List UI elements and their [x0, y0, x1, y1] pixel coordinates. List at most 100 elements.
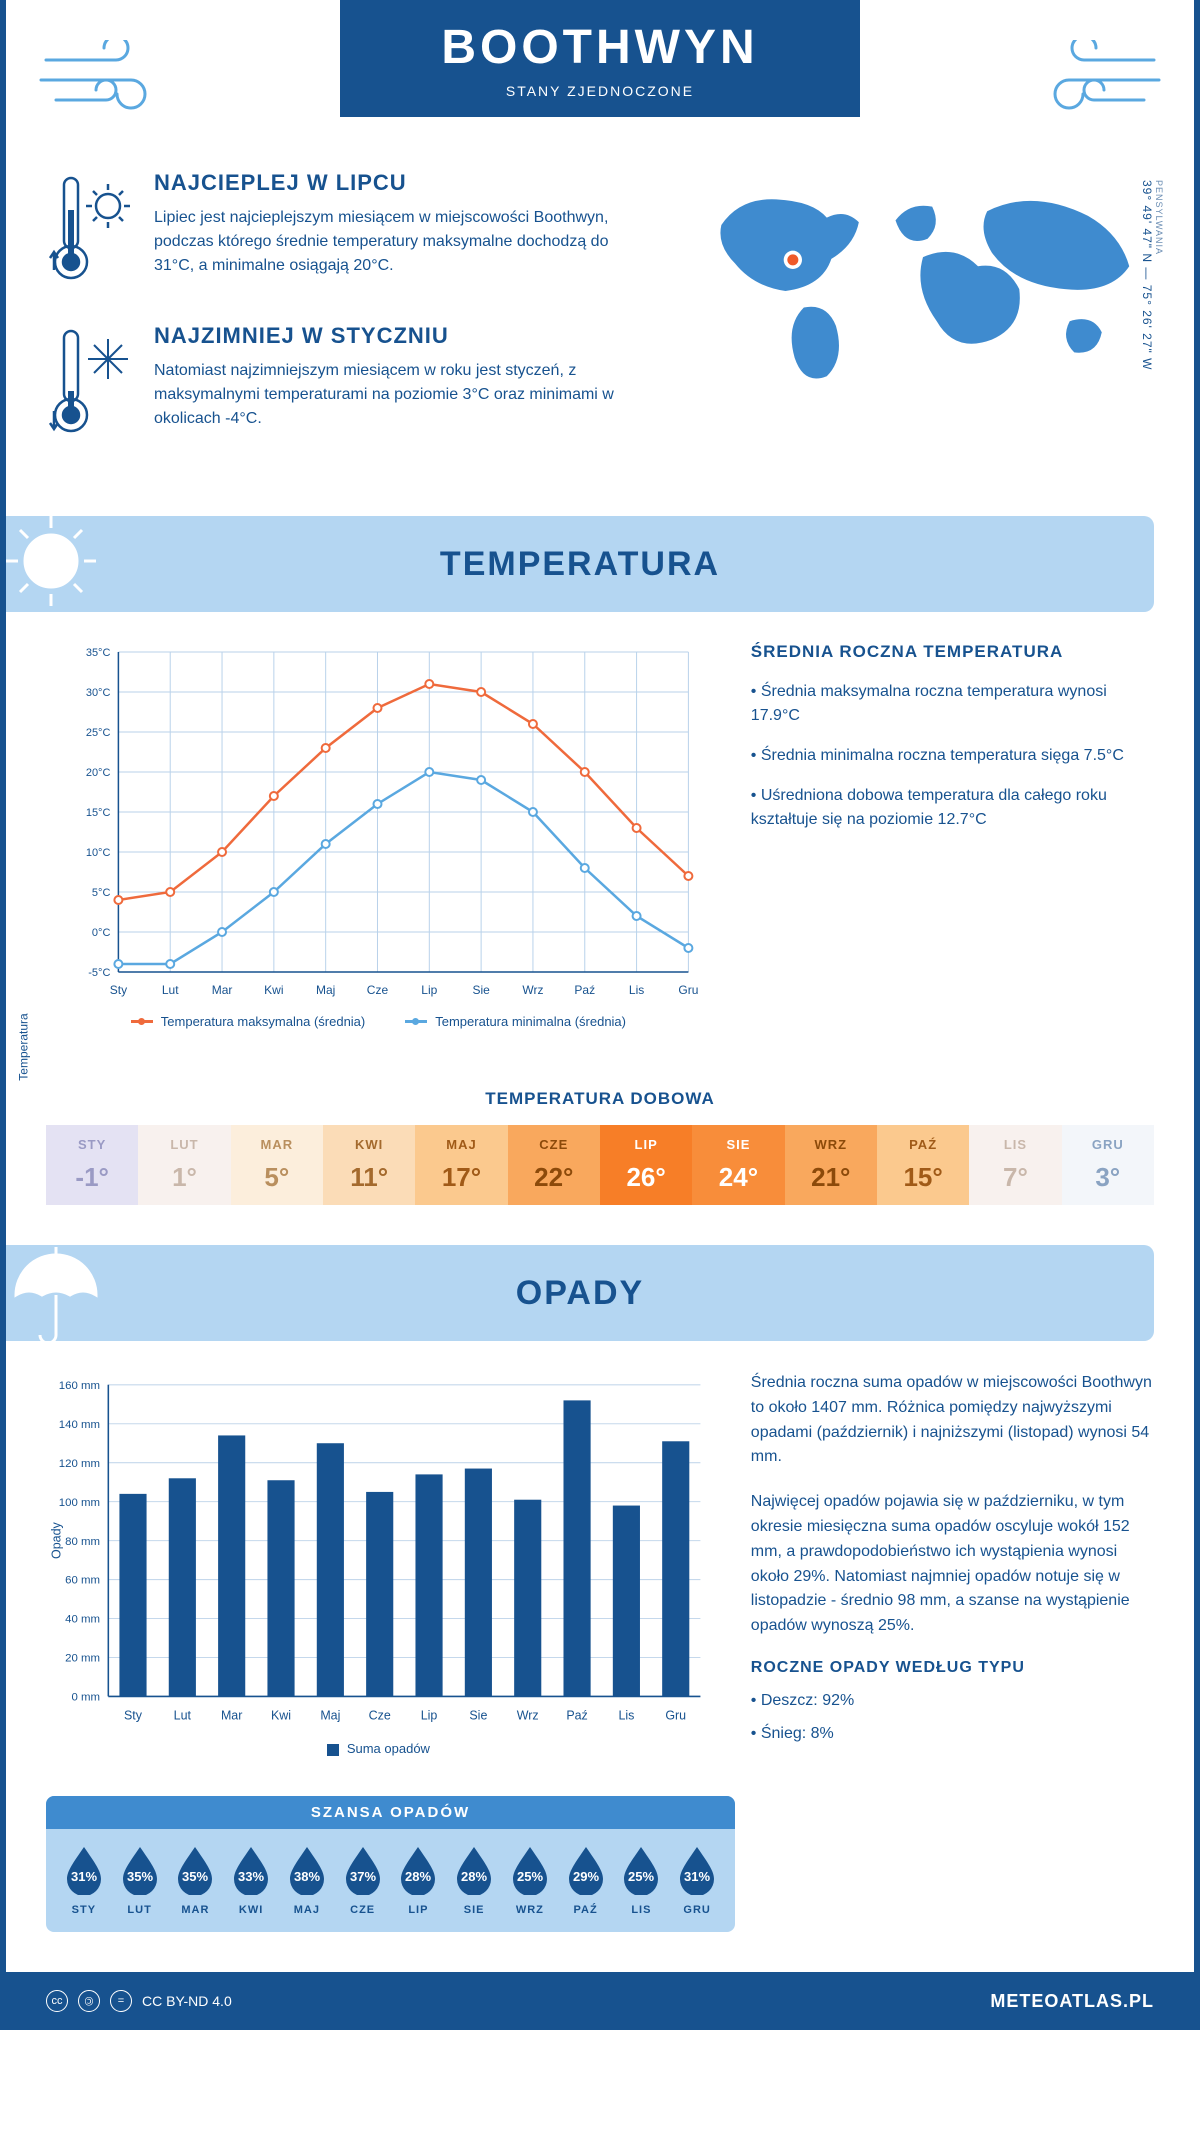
- daily-temp-cell: KWI11°: [323, 1125, 415, 1205]
- temp-chart-ylabel: Temperatura: [17, 1013, 31, 1080]
- footer: cc 🄯 = CC BY-ND 4.0 METEOATLAS.PL: [6, 1972, 1194, 2030]
- header: BOOTHWYN STANY ZJEDNOCZONE: [6, 0, 1194, 160]
- precip-chart-legend: Suma opadów: [46, 1741, 711, 1756]
- svg-text:35%: 35%: [127, 1869, 153, 1884]
- precip-para-2: Najwięcej opadów pojawia się w październ…: [751, 1490, 1154, 1639]
- svg-text:25%: 25%: [628, 1869, 654, 1884]
- temperature-line-chart: Temperatura -5°C0°C5°C10°C15°C20°C25°C30…: [46, 642, 711, 1029]
- svg-text:Gru: Gru: [665, 1708, 686, 1722]
- temperature-section-title: TEMPERATURA: [440, 545, 720, 584]
- daily-temp-cell: LUT1°: [138, 1125, 230, 1205]
- svg-text:80 mm: 80 mm: [65, 1536, 100, 1548]
- license-text: CC BY-ND 4.0: [142, 1993, 232, 2009]
- svg-text:Sty: Sty: [110, 983, 127, 997]
- temp-summary-bullet: • Uśredniona dobowa temperatura dla całe…: [751, 784, 1154, 832]
- chance-drop-cell: 38% MAJ: [279, 1843, 335, 1916]
- svg-text:20°C: 20°C: [86, 767, 111, 779]
- cold-heading: NAJZIMNIEJ W STYCZNIU: [154, 323, 644, 349]
- wind-decoration-right: [1024, 40, 1164, 120]
- svg-text:25°C: 25°C: [86, 727, 111, 739]
- svg-text:0°C: 0°C: [92, 927, 111, 939]
- thermometer-hot-icon: [46, 170, 136, 295]
- precip-legend-label: Suma opadów: [347, 1741, 430, 1756]
- svg-text:Cze: Cze: [367, 983, 389, 997]
- cold-body: Natomiast najzimniejszym miesiącem w rok…: [154, 359, 644, 431]
- daily-temp-cell: MAR5°: [231, 1125, 323, 1205]
- svg-text:31%: 31%: [684, 1869, 710, 1884]
- wind-decoration-left: [36, 40, 176, 120]
- umbrella-icon: [6, 1245, 146, 1341]
- nd-icon: =: [110, 1990, 132, 2012]
- temp-summary-bullet: • Średnia maksymalna roczna temperatura …: [751, 680, 1154, 728]
- svg-text:Wrz: Wrz: [517, 1708, 539, 1722]
- page-subtitle: STANY ZJEDNOCZONE: [400, 83, 800, 99]
- temp-summary-bullet: • Średnia minimalna roczna temperatura s…: [751, 744, 1154, 768]
- svg-text:Maj: Maj: [316, 983, 335, 997]
- svg-text:Opady: Opady: [50, 1522, 64, 1559]
- svg-text:28%: 28%: [405, 1869, 431, 1884]
- svg-text:0 mm: 0 mm: [71, 1692, 100, 1704]
- chance-drop-cell: 28% LIP: [391, 1843, 447, 1916]
- svg-text:31%: 31%: [71, 1869, 97, 1884]
- svg-text:Sty: Sty: [124, 1708, 143, 1722]
- svg-text:Lip: Lip: [421, 1708, 438, 1722]
- chance-drop-cell: 28% SIE: [446, 1843, 502, 1916]
- hot-month-block: NAJCIEPLEJ W LIPCU Lipiec jest najcieple…: [46, 170, 644, 295]
- daily-temp-cell: GRU3°: [1062, 1125, 1154, 1205]
- svg-text:Kwi: Kwi: [271, 1708, 291, 1722]
- svg-text:Lis: Lis: [629, 983, 644, 997]
- coordinates: PENSYLWANIA 39° 49' 47" N — 75° 26' 27" …: [1140, 180, 1164, 370]
- daily-temp-cell: CZE22°: [508, 1125, 600, 1205]
- svg-text:35%: 35%: [182, 1869, 208, 1884]
- svg-text:35°C: 35°C: [86, 647, 111, 659]
- chance-drop-cell: 31% GRU: [669, 1843, 725, 1916]
- svg-text:5°C: 5°C: [92, 887, 111, 899]
- svg-text:-5°C: -5°C: [88, 967, 110, 979]
- svg-text:Sie: Sie: [469, 1708, 487, 1722]
- daily-temp-cell: LIS7°: [969, 1125, 1061, 1205]
- chance-drop-cell: 35% LUT: [112, 1843, 168, 1916]
- coords-text: 39° 49' 47" N — 75° 26' 27" W: [1140, 180, 1154, 370]
- temp-summary-heading: ŚREDNIA ROCZNA TEMPERATURA: [751, 642, 1154, 662]
- svg-text:Mar: Mar: [212, 983, 233, 997]
- daily-temp-cell: MAJ17°: [415, 1125, 507, 1205]
- page-title: BOOTHWYN: [400, 20, 800, 75]
- svg-text:Lis: Lis: [618, 1708, 634, 1722]
- svg-text:38%: 38%: [294, 1869, 320, 1884]
- chance-title: SZANSA OPADÓW: [46, 1796, 735, 1829]
- chance-drop-cell: 25% LIS: [614, 1843, 670, 1916]
- svg-text:Mar: Mar: [221, 1708, 242, 1722]
- daily-temp-row: STY-1°LUT1°MAR5°KWI11°MAJ17°CZE22°LIP26°…: [46, 1125, 1154, 1205]
- precip-types-heading: ROCZNE OPADY WEDŁUG TYPU: [751, 1659, 1154, 1677]
- daily-temp-title: TEMPERATURA DOBOWA: [6, 1089, 1194, 1109]
- svg-text:Maj: Maj: [320, 1708, 340, 1722]
- temp-chart-legend: Temperatura maksymalna (średnia) Tempera…: [46, 1014, 711, 1029]
- world-map: [674, 170, 1154, 390]
- chance-drop-cell: 29% PAŹ: [558, 1843, 614, 1916]
- legend-min-label: Temperatura minimalna (średnia): [435, 1014, 626, 1029]
- svg-text:60 mm: 60 mm: [65, 1575, 100, 1587]
- svg-text:120 mm: 120 mm: [59, 1458, 100, 1470]
- precip-type-item: • Deszcz: 92%: [751, 1689, 1154, 1714]
- cc-icon: cc: [46, 1990, 68, 2012]
- chance-drop-cell: 37% CZE: [335, 1843, 391, 1916]
- cold-month-block: NAJZIMNIEJ W STYCZNIU Natomiast najzimni…: [46, 323, 644, 448]
- hot-heading: NAJCIEPLEJ W LIPCU: [154, 170, 644, 196]
- svg-text:20 mm: 20 mm: [65, 1653, 100, 1665]
- legend-max-label: Temperatura maksymalna (średnia): [161, 1014, 365, 1029]
- svg-text:25%: 25%: [517, 1869, 543, 1884]
- site-name: METEOATLAS.PL: [990, 1991, 1154, 2012]
- precipitation-bar-chart: 0 mm20 mm40 mm60 mm80 mm100 mm120 mm140 …: [46, 1371, 711, 1731]
- temperature-banner: TEMPERATURA: [6, 516, 1154, 612]
- thermometer-cold-icon: [46, 323, 136, 448]
- chance-drop-cell: 33% KWI: [223, 1843, 279, 1916]
- chance-drop-cell: 25% WRZ: [502, 1843, 558, 1916]
- daily-temp-cell: SIE24°: [692, 1125, 784, 1205]
- svg-text:Kwi: Kwi: [264, 983, 283, 997]
- svg-text:160 mm: 160 mm: [59, 1380, 100, 1392]
- svg-text:28%: 28%: [461, 1869, 487, 1884]
- precip-para-1: Średnia roczna suma opadów w miejscowośc…: [751, 1371, 1154, 1470]
- license-block: cc 🄯 = CC BY-ND 4.0: [46, 1990, 232, 2012]
- intro-section: NAJCIEPLEJ W LIPCU Lipiec jest najcieple…: [6, 160, 1194, 506]
- title-ribbon: BOOTHWYN STANY ZJEDNOCZONE: [340, 0, 860, 117]
